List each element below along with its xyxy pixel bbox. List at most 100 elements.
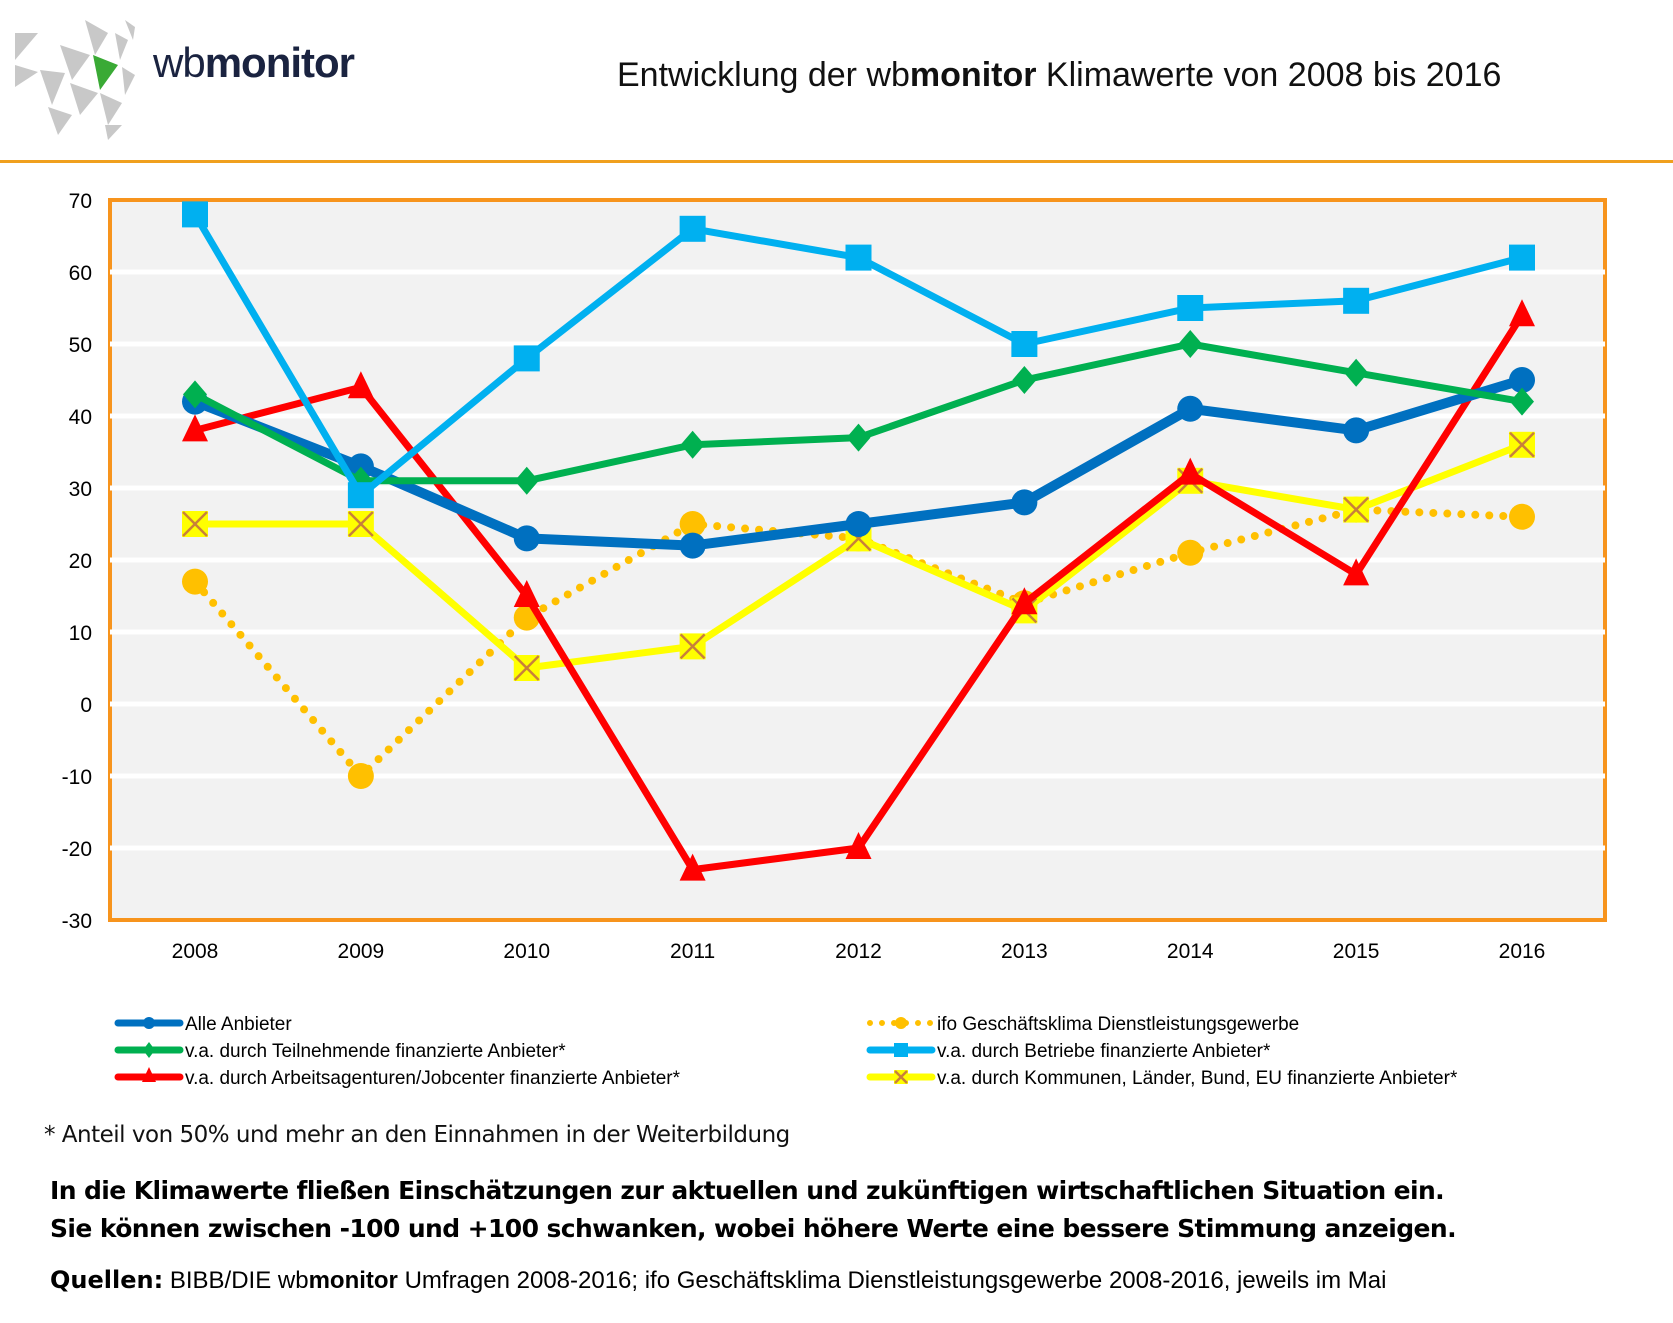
data-point [1011,489,1038,516]
x-tick-label: 2015 [1333,940,1380,963]
data-point [513,525,540,552]
data-point [347,763,374,789]
data-point [1011,331,1038,357]
y-tick-label: 30 [69,478,92,501]
y-tick-label: 70 [69,190,92,213]
x-tick-label: 2011 [670,940,715,963]
data-point [845,511,872,537]
footnote: * Anteil von 50% und mehr an den Einnahm… [44,1122,790,1148]
marker-x-line [347,511,374,537]
explanation-line-1: In die Klimawerte fließen Einschätzungen… [50,1176,1445,1205]
data-point [1011,587,1038,615]
header-divider [0,160,1673,163]
logo-triangles-icon [15,20,135,140]
data-point [182,414,208,442]
y-tick-label: -10 [62,766,92,789]
legend-swatch-marker [143,1042,155,1058]
legend-label: Alle Anbieter [185,1014,292,1035]
y-tick-label: 0 [80,694,92,717]
marker-x-line [1343,496,1370,523]
data-point [182,568,208,595]
data-point [845,244,872,271]
data-point [513,655,540,681]
data-point [347,371,374,399]
series-2 [182,299,1535,881]
data-point [1344,358,1369,387]
sources-suffix: Umfragen 2008-2016; ifo Geschäftsklima D… [397,1267,1387,1294]
data-point [1177,539,1204,566]
legend-label: v.a. durch Teilnehmende finanzierte Anbi… [185,1041,566,1062]
series-5 [182,431,1535,681]
sources: Quellen: BIBB/DIE wbmonitor Umfragen 200… [50,1266,1386,1295]
data-point [679,215,706,242]
data-point [513,345,540,372]
data-point [1343,417,1370,444]
x-tick-label: 2014 [1167,940,1214,963]
data-point [1510,387,1534,416]
legend-item: Alle Anbieter [114,1014,292,1035]
x-tick-label: 2013 [1001,940,1048,963]
series-1 [183,330,1534,495]
marker-x-line [513,655,540,681]
y-tick-label: 10 [69,622,92,645]
legend-item: v.a. durch Arbeitsagenturen/Jobcenter fi… [114,1067,681,1089]
legend-item: v.a. durch Kommunen, Länder, Bund, EU fi… [866,1068,1458,1089]
legend-swatch-marker [895,1017,907,1029]
data-point [845,832,872,859]
logo-wordmark: wbmonitor [153,39,355,87]
data-point [680,430,705,459]
sources-label: Quellen: [50,1266,164,1294]
sources-prefix: BIBB/DIE wb [163,1267,309,1294]
page-title: Entwicklung der wbmonitor Klimawerte von… [617,56,1501,95]
marker-x-line [679,633,706,660]
data-point [1343,287,1370,314]
title-prefix: Entwicklung der wb [617,56,910,94]
data-point [347,453,374,480]
data-point [1509,431,1535,458]
legend-item: v.a. durch Teilnehmende finanzierte Anbi… [114,1041,566,1062]
legend-item: ifo Geschäftsklima Dienstleistungsgewerb… [867,1014,1299,1035]
logo-light-text: wb [153,39,206,86]
x-tick-label: 2009 [338,940,385,963]
y-tick-label: -30 [62,910,92,933]
legend-label: v.a. durch Kommunen, Länder, Bund, EU fi… [937,1068,1458,1089]
data-point [1343,496,1370,523]
data-point [1509,367,1535,393]
data-point [846,423,871,452]
data-point [1177,295,1204,321]
legend-label: v.a. durch Betriebe finanzierte Anbieter… [937,1041,1271,1062]
title-bold: monitor [909,56,1037,94]
wbmonitor-logo: wbmonitor [10,15,355,140]
legend-label: v.a. durch Arbeitsagenturen/Jobcenter fi… [185,1068,681,1089]
x-tick-label: 2010 [503,940,550,963]
series-4 [182,201,1535,509]
data-point [1177,457,1204,485]
title-suffix: Klimawerte von 2008 bis 2016 [1036,56,1502,94]
x-tick-label: 2008 [172,940,219,963]
logo-green-triangle [93,55,118,90]
data-point [1509,503,1535,530]
y-tick-label: 40 [69,406,92,429]
sources-bold: monitor [308,1267,398,1294]
y-tick-label: 50 [69,334,92,357]
y-tick-label: -20 [62,838,92,861]
legend-swatch-marker [894,1043,908,1057]
marker-x-line [894,1070,908,1084]
data-point [679,853,706,881]
data-point [183,380,207,409]
series-0 [182,367,1535,559]
data-point [347,511,374,537]
data-point [513,580,540,607]
data-point [679,633,706,660]
data-point [679,532,706,559]
legend-label: ifo Geschäftsklima Dienstleistungsgewerb… [937,1014,1299,1035]
y-tick-label: 60 [69,262,92,285]
x-tick-label: 2012 [835,940,882,963]
data-point [679,511,706,537]
legend-swatch-marker [143,1017,155,1029]
data-point [1177,395,1204,422]
logo-bold-text: monitor [204,39,355,86]
data-point [1343,558,1370,586]
marker-x-line [182,511,208,537]
